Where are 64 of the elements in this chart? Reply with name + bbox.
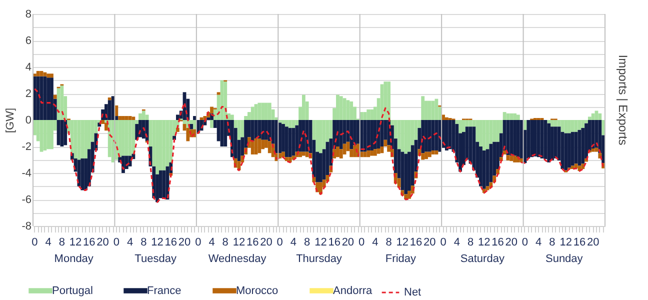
y-tick-label: 6 [25, 35, 32, 47]
x-tick-label: 8 [140, 236, 147, 248]
x-tick-label: 12 [396, 236, 409, 248]
x-tick-label: 4 [372, 236, 378, 248]
x-tick-label: 0 [276, 236, 283, 248]
x-tick-label: 16 [410, 236, 422, 248]
text: Friday [385, 253, 416, 265]
y-tick-label: -4 [22, 168, 32, 180]
text: Thursday [296, 253, 342, 265]
y-tick-label: 0 [25, 114, 32, 126]
y-axis-title: [GW] [4, 108, 17, 134]
x-tick-label: 4 [290, 236, 297, 248]
legend-label: Net [404, 286, 422, 298]
x-tick-label: 12 [232, 236, 246, 248]
y-tick-label: 2 [25, 88, 32, 100]
text: Sunday [545, 253, 584, 265]
x-tick-label: 20 [424, 236, 436, 248]
text: Tuesday [134, 253, 177, 265]
text: Saturday [460, 253, 505, 265]
legend-label: France [147, 284, 182, 297]
x-tick-label: 0 [522, 236, 528, 248]
text: Wednesday [208, 253, 267, 265]
x-tick-label: 4 [536, 236, 542, 248]
x-tick-label: 20 [505, 236, 518, 248]
x-tick-label: 8 [467, 236, 474, 248]
x-tick-label: 4 [208, 236, 215, 248]
x-tick-label: 16 [246, 236, 259, 248]
x-tick-label: 16 [573, 236, 586, 248]
x-tick-label: 20 [96, 236, 109, 248]
x-tick-label: 12 [69, 236, 82, 248]
x-tick-label: 0 [113, 236, 120, 248]
y-tick-label: 8 [25, 8, 32, 20]
x-tick-label: 0 [358, 236, 365, 248]
x-tick-label: 8 [304, 236, 310, 248]
y-tick-label: -2 [22, 141, 32, 153]
x-tick-label: 20 [260, 236, 272, 248]
legend-label: Andorra [333, 284, 374, 297]
x-tick-label: 16 [492, 236, 504, 248]
x-tick-label: 0 [440, 236, 446, 248]
x-tick-label: 16 [164, 236, 178, 248]
legend-label: Morocco [236, 284, 278, 297]
text: Monday [54, 253, 94, 265]
x-tick-label: 4 [45, 236, 52, 248]
x-tick-label: 4 [454, 236, 460, 248]
legend-label: Portugal [52, 284, 93, 297]
x-tick-label: 8 [58, 236, 66, 248]
x-tick-label: 12 [314, 236, 327, 248]
x-tick-label: 20 [178, 236, 191, 248]
x-tick-label: 12 [560, 236, 572, 248]
x-tick-label: 12 [151, 236, 164, 248]
y-tick-label: -8 [22, 220, 32, 232]
y-tick-label: 4 [25, 62, 32, 74]
y-tick-label: -6 [22, 194, 32, 206]
x-tick-label: 16 [83, 236, 96, 248]
y2-axis-title: Imports | Exports [616, 54, 630, 146]
x-tick-label: 16 [328, 236, 340, 248]
x-tick-label: 20 [586, 236, 600, 248]
x-tick-label: 20 [342, 236, 354, 248]
x-tick-label: 8 [386, 236, 392, 248]
x-tick-label: 8 [549, 236, 556, 248]
x-tick-label: 4 [126, 236, 134, 248]
x-tick-label: 8 [222, 236, 228, 248]
x-tick-label: 0 [195, 236, 202, 248]
x-tick-label: 12 [478, 236, 490, 248]
